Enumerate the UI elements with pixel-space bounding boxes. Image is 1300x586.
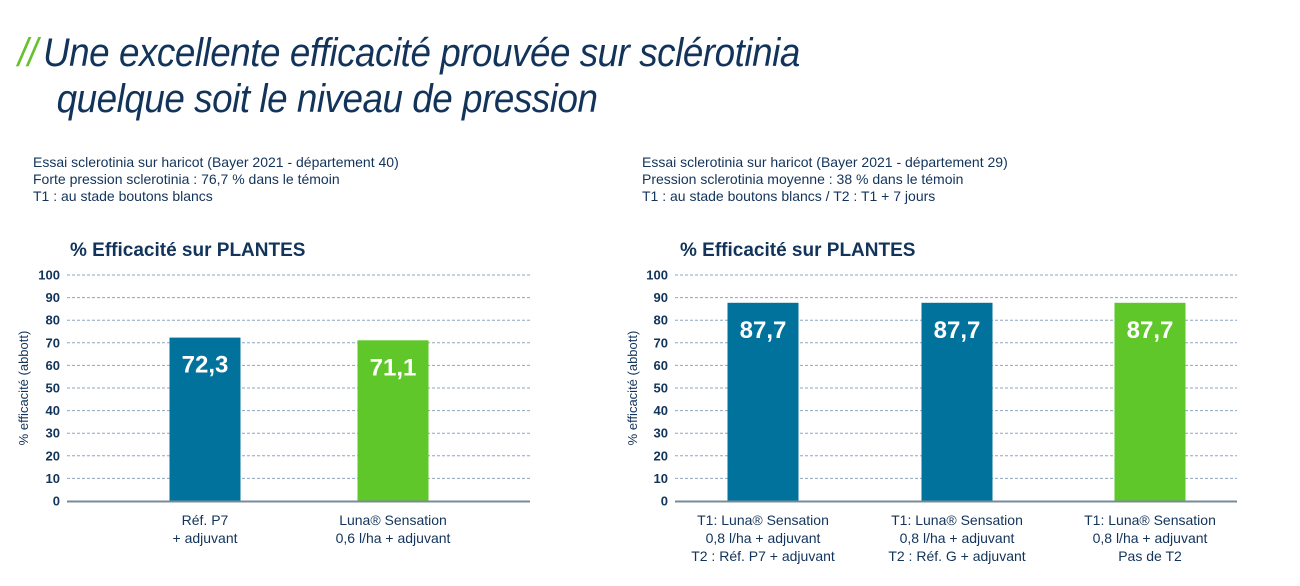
y-tick-label: 60 [46,358,60,373]
y-tick-label: 30 [654,426,668,441]
x-category-label-line: Pas de T2 [1118,548,1182,564]
x-category-label-line: T2 : Réf. G + adjuvant [888,548,1026,564]
x-category-label-line: T1: Luna® Sensation [1084,512,1216,528]
bar [921,302,993,501]
x-category-label: T1: Luna® Sensation 0,8 l/ha + adjuvant T2… [888,511,1025,565]
y-tick-label: 60 [654,358,668,373]
bar-value-label: 72,3 [182,352,229,379]
title-slashes: // [18,31,38,75]
x-category-label-line: 0,8 l/ha + adjuvant [1092,530,1208,546]
y-tick-label: 10 [46,471,60,486]
bar [357,340,429,501]
chart-1: 0 10 20 30 40 50 60 70 80 90 100 72,3 71,1 % efficaci… [16,268,530,509]
bar-value-label: 71,1 [370,354,417,381]
bar [727,302,799,501]
x-category-label-line: T1: Luna® Sensation [697,512,829,528]
y-tick-label: 100 [646,268,668,283]
x-category-label: Réf. P7 + adjuvant [173,511,238,547]
bar-value-label: 87,7 [934,317,981,344]
chart-1-info: Essai sclerotinia sur haricot (Bayer 202… [33,154,399,205]
chart-2-info-line: T1 : au stade boutons blancs / T2 : T1 +… [642,188,936,204]
x-category-label-line: 0,8 l/ha + adjuvant [899,530,1015,546]
y-tick-label: 40 [46,403,60,418]
y-axis-label: % efficacité (abbott) [16,331,31,446]
y-tick-label: 10 [654,471,668,486]
x-category-label-line: Réf. P7 [181,512,229,528]
y-tick-label: 30 [46,426,60,441]
y-tick-label: 90 [46,290,60,305]
x-category-label: Luna® Sensation 0,6 l/ha + adjuvant [336,511,451,547]
x-category-label-line: T2 : Réf. P7 + adjuvant [691,548,835,564]
bar [169,337,241,501]
x-category-label-line: + adjuvant [172,530,238,546]
y-tick-label: 70 [46,335,60,350]
chart-1-title: % Efficacité sur PLANTES [70,240,306,261]
y-tick-label: 70 [654,335,668,350]
y-tick-label: 20 [46,448,60,463]
y-tick-label: 80 [654,313,668,328]
y-tick-label: 50 [654,381,668,396]
x-category-label-line: T1: Luna® Sensation [891,512,1023,528]
bar-value-label: 87,7 [1127,317,1174,344]
chart-1-info-line: Essai sclerotinia sur haricot (Bayer 202… [33,154,399,170]
y-tick-label: 20 [654,448,668,463]
bar-value-label: 87,7 [740,317,787,344]
chart-1-info-line: Forte pression sclerotinia : 76,7 % dans… [33,171,340,187]
y-tick-label: 0 [661,494,668,509]
y-tick-label: 0 [53,494,60,509]
chart-2-info: Essai sclerotinia sur haricot (Bayer 202… [642,154,1008,205]
x-category-label-line: 0,6 l/ha + adjuvant [335,530,451,546]
y-tick-label: 100 [38,268,60,283]
chart-2-title: % Efficacité sur PLANTES [680,240,916,261]
y-tick-label: 50 [46,381,60,396]
bar [1114,302,1186,501]
title-line-2: quelque soit le niveau de pression [56,77,598,121]
y-tick-label: 40 [654,403,668,418]
y-tick-label: 80 [46,313,60,328]
x-category-label: T1: Luna® Sensation 0,8 l/ha + adjuvant T2… [691,511,835,565]
chart-2-info-line: Pression sclerotinia moyenne : 38 % dans… [642,171,964,187]
x-category-label-line: 0,8 l/ha + adjuvant [705,530,821,546]
chart-2: 0 10 20 30 40 50 60 70 80 90 100 87,7 87,7 87,7 % effi… [625,268,1237,509]
y-tick-label: 90 [654,290,668,305]
title-line-1: Une excellente efficacité prouvée sur sc… [43,31,800,75]
page-title: //Une excellente efficacité prouvée sur … [18,30,800,122]
y-axis-label: % efficacité (abbott) [625,331,640,446]
chart-2-info-line: Essai sclerotinia sur haricot (Bayer 202… [642,154,1008,170]
x-category-label-line: Luna® Sensation [339,512,447,528]
chart-1-info-line: T1 : au stade boutons blancs [33,188,213,204]
x-category-label: T1: Luna® Sensation 0,8 l/ha + adjuvant Pa… [1084,511,1216,565]
